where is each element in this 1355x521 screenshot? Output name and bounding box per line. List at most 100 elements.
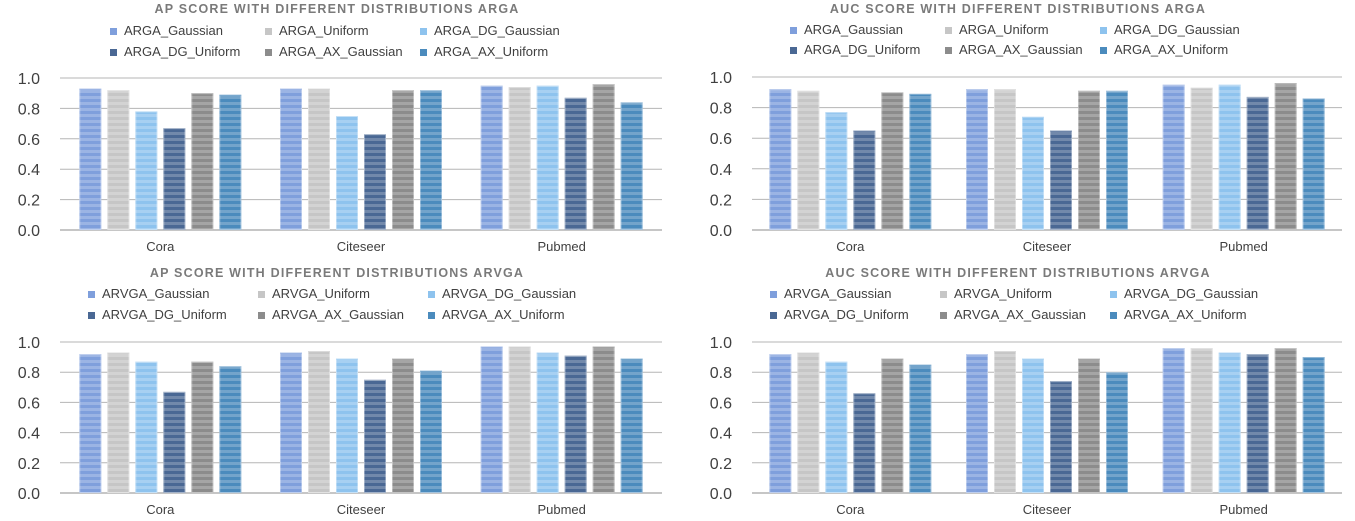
bar <box>508 346 531 493</box>
bar-outline <box>1106 90 1128 230</box>
bar-outline <box>536 85 559 230</box>
bar-outline <box>107 90 130 230</box>
bar <box>420 370 442 493</box>
bar-stripes <box>364 379 386 493</box>
bar-stripes <box>1050 130 1072 230</box>
chart-panel-1: AP SCORE WITH DIFFERENT DISTRIBUTIONS AR… <box>18 2 662 254</box>
bar <box>1218 352 1241 493</box>
bar-stripes <box>1246 354 1269 493</box>
bar-stripes <box>308 351 330 493</box>
bar-stripes <box>1302 98 1325 230</box>
bar <box>364 134 386 231</box>
bar <box>392 358 414 493</box>
bar-stripes <box>797 352 820 493</box>
legend-label: ARVGA_DG_Gaussian <box>1124 286 1258 301</box>
bar <box>966 89 988 231</box>
bar <box>508 87 531 231</box>
bar-outline <box>1190 87 1213 230</box>
bar-stripes <box>769 354 792 493</box>
bar <box>280 88 302 230</box>
legend-label: ARGA_AX_Gaussian <box>279 44 403 59</box>
bar-stripes <box>107 90 130 230</box>
bar <box>336 358 358 493</box>
y-tick-label: 1.0 <box>710 70 732 87</box>
legend: ARGA_Gaussian ARGA_Uniform ARGA_DG_Gaussia… <box>110 23 560 59</box>
x-tick-label: Citeseer <box>1023 502 1072 517</box>
legend-label: ARVGA_Gaussian <box>784 286 891 301</box>
bar-stripes <box>853 393 876 493</box>
bar-stripes <box>508 346 531 493</box>
bar-stripes <box>825 112 848 230</box>
bar-outline <box>620 358 643 493</box>
chart-panel-3: AP SCORE WITH DIFFERENT DISTRIBUTIONS AR… <box>18 266 662 517</box>
bar <box>480 85 503 230</box>
bar-outline <box>966 89 988 230</box>
legend-swatch <box>770 291 777 298</box>
bar-outline <box>79 354 102 493</box>
legend-label: ARGA_Gaussian <box>804 22 903 37</box>
bar-stripes <box>909 364 932 493</box>
bar-stripes <box>1190 87 1213 231</box>
bar <box>1274 83 1297 231</box>
bar-outline <box>392 358 414 493</box>
y-tick-label: 1.0 <box>18 335 40 352</box>
legend-swatch <box>945 47 952 54</box>
legend-label: ARGA_Uniform <box>279 23 369 38</box>
bar-outline <box>881 92 904 230</box>
x-tick-label: Pubmed <box>537 502 585 517</box>
legend-label: ARVGA_AX_Uniform <box>442 307 565 322</box>
legend-swatch <box>790 47 797 54</box>
legend-swatch <box>940 312 947 319</box>
bar <box>1246 354 1269 493</box>
bar-stripes <box>536 85 559 230</box>
x-tick-label: Citeseer <box>337 502 386 517</box>
bar <box>1274 348 1297 494</box>
bar <box>420 90 442 230</box>
legend-swatch <box>945 27 952 34</box>
y-tick-label: 0.6 <box>710 131 732 148</box>
bar-stripes <box>1246 96 1269 230</box>
y-tick-label: 0.8 <box>710 101 732 118</box>
bar-outline <box>364 134 386 231</box>
bar-outline <box>1078 358 1100 493</box>
y-tick-label: 0.4 <box>710 426 732 443</box>
bar <box>592 346 615 493</box>
bar <box>480 346 503 493</box>
bar <box>797 352 820 493</box>
bar <box>191 361 214 493</box>
bar <box>853 393 876 493</box>
bar <box>1022 116 1044 230</box>
bar <box>191 93 214 230</box>
bar-outline <box>364 379 386 493</box>
bar-stripes <box>825 361 848 493</box>
legend-swatch <box>1110 312 1117 319</box>
bar-stripes <box>1022 358 1044 493</box>
bar-outline <box>219 94 242 230</box>
bar <box>163 128 186 230</box>
x-tick-label: Pubmed <box>1219 239 1267 254</box>
bar <box>769 354 792 493</box>
bar-stripes <box>79 354 102 493</box>
bar-stripes <box>219 366 242 493</box>
bar-outline <box>620 102 643 230</box>
legend-swatch <box>258 291 265 298</box>
bar-stripes <box>1274 83 1297 231</box>
bar-stripes <box>135 361 158 493</box>
bar <box>364 379 386 493</box>
bar-stripes <box>163 391 186 493</box>
bar-outline <box>191 93 214 230</box>
bar-outline <box>135 111 158 230</box>
bar <box>308 88 330 230</box>
legend-label: ARVGA_DG_Gaussian <box>442 286 576 301</box>
bar <box>135 111 158 230</box>
bar-outline <box>1022 358 1044 493</box>
bar <box>1162 348 1185 494</box>
legend-swatch <box>420 28 427 35</box>
x-tick-label: Citeseer <box>337 239 386 254</box>
bar-outline <box>79 88 102 230</box>
bar-stripes <box>508 87 531 231</box>
bar-stripes <box>1274 348 1297 493</box>
bar <box>592 84 615 230</box>
bar-stripes <box>1302 357 1325 493</box>
